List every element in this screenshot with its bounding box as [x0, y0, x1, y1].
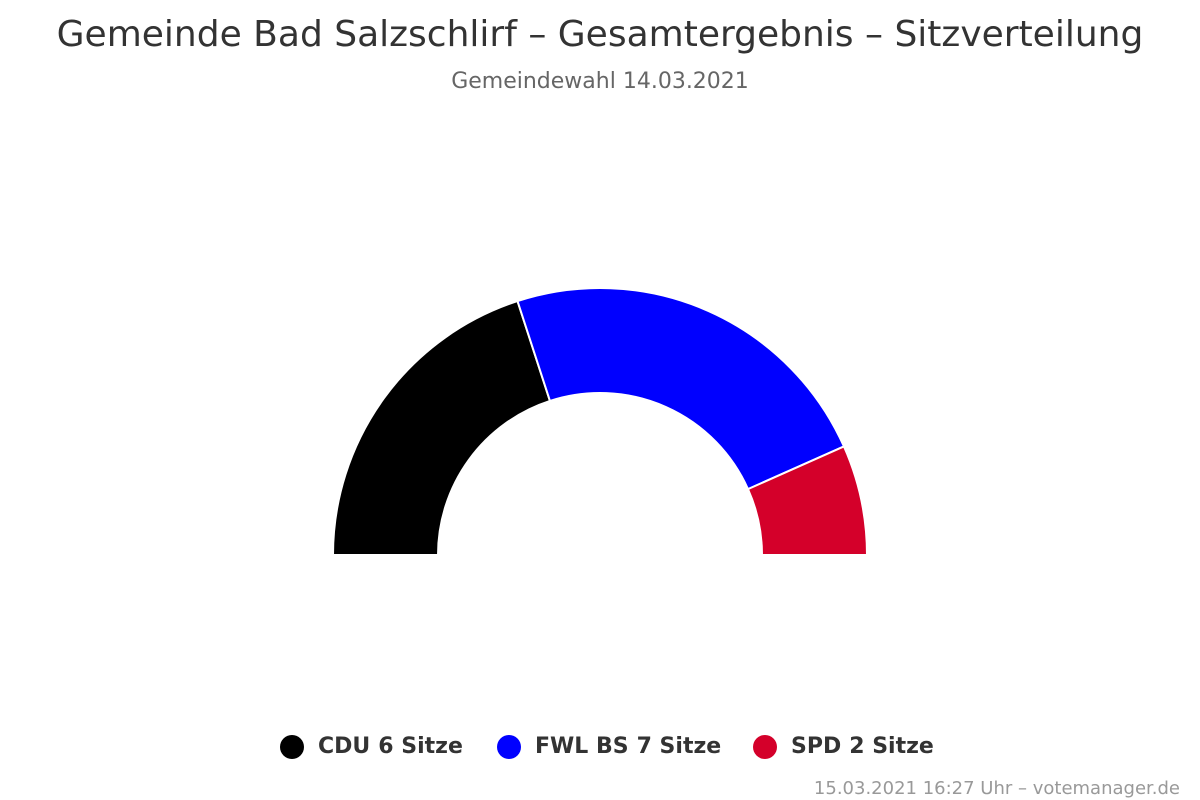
seat-segment	[516, 287, 846, 491]
credit: 15.03.2021 16:27 Uhr – votemanager.de	[814, 778, 1180, 799]
legend-label: SPD 2 Sitze	[791, 734, 934, 759]
seat-segment	[331, 299, 552, 556]
legend-marker	[497, 735, 521, 759]
legend-name: FWL BS	[535, 734, 629, 759]
legend-marker	[280, 735, 304, 759]
legend-label: CDU 6 Sitze	[318, 734, 463, 759]
legend-name: SPD	[791, 734, 841, 759]
legend-value: 6 Sitze	[378, 734, 463, 759]
legend-value: 2 Sitze	[849, 734, 934, 759]
chart-subtitle: Gemeindewahl 14.03.2021	[451, 69, 749, 94]
legend-label: FWL BS 7 Sitze	[535, 734, 721, 759]
seat-segment	[746, 445, 869, 556]
legend-marker	[753, 735, 777, 759]
chart-title: Gemeinde Bad Salzschlirf – Gesamtergebni…	[57, 14, 1144, 55]
legend-value: 7 Sitze	[637, 734, 722, 759]
legend-name: CDU	[318, 734, 370, 759]
